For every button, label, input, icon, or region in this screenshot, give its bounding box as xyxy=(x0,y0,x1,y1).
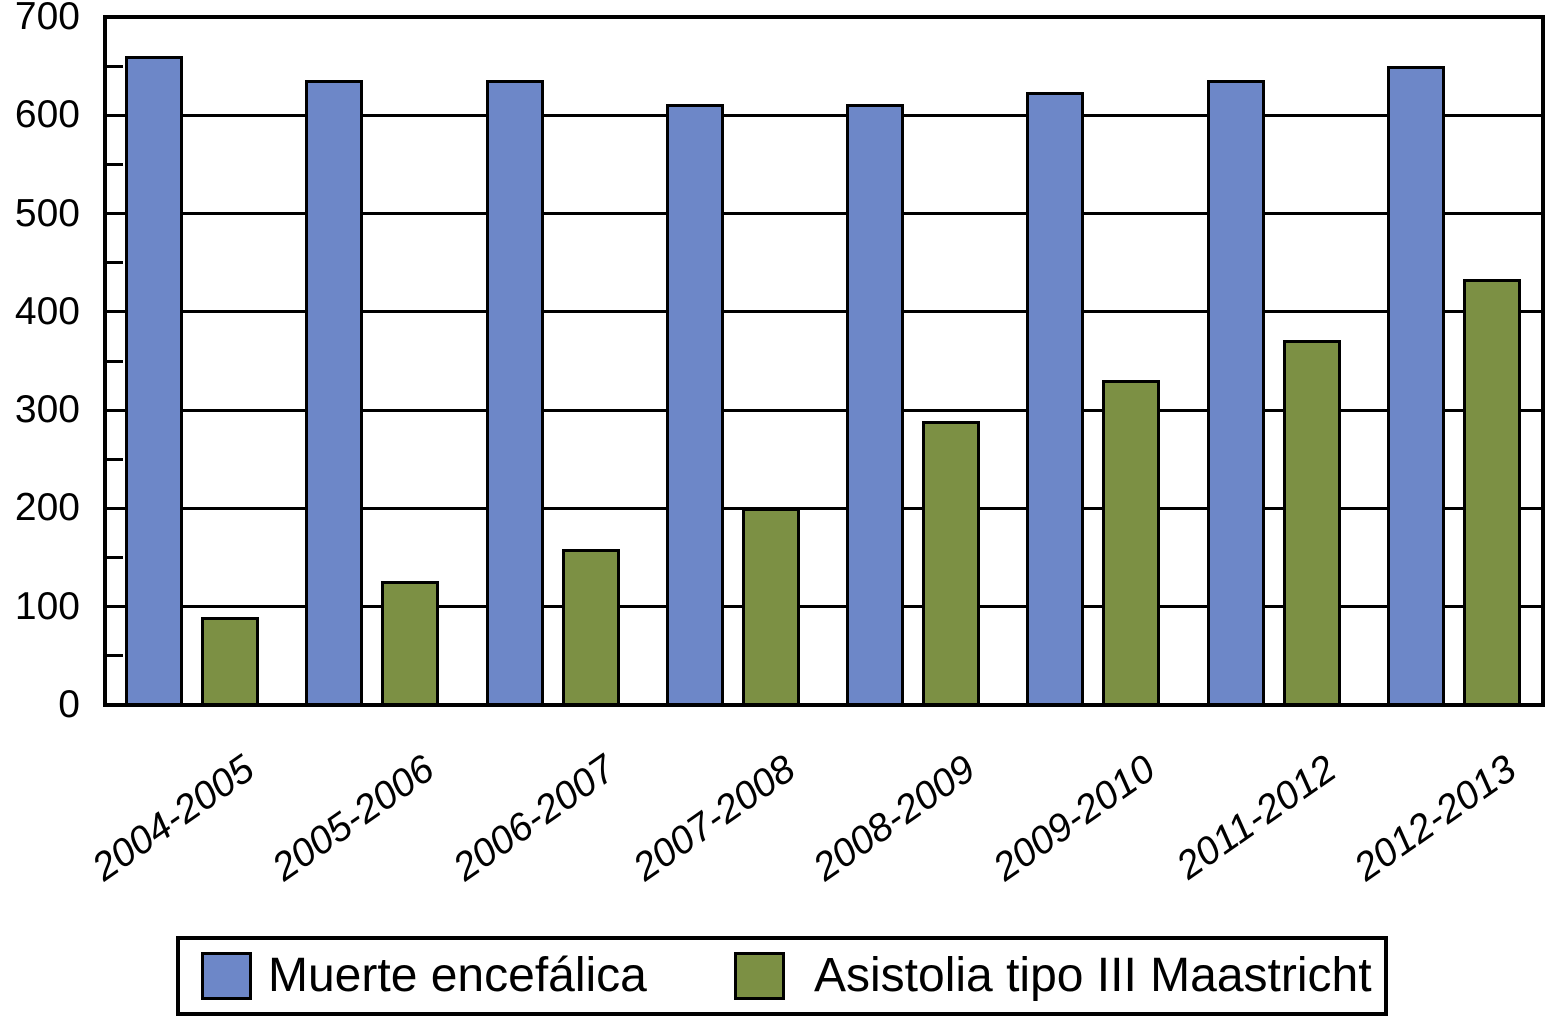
y-axis-tick-label-300: 300 xyxy=(14,388,80,432)
y-axis-tick-label-700: 700 xyxy=(14,0,80,38)
y-axis-tick-label-400: 400 xyxy=(14,289,80,333)
legend: Muerte encefálica Asistolia tipo III Maa… xyxy=(176,936,1388,1016)
bar-muerte-encefalica-2008-2009 xyxy=(846,104,904,707)
bar-asistolia-2012-2013 xyxy=(1462,279,1521,707)
legend-swatch-asistolia xyxy=(734,952,785,1000)
legend-label-asistolia: Asistolia tipo III Maastricht xyxy=(814,949,1372,1002)
bar-muerte-encefalica-2005-2006 xyxy=(305,79,364,707)
y-minor-tick-650 xyxy=(107,64,123,68)
y-minor-tick-550 xyxy=(107,162,123,166)
bar-asistolia-2004-2005 xyxy=(201,616,259,707)
h-gridline-500 xyxy=(107,212,1541,216)
y-axis-tick-label-500: 500 xyxy=(14,191,80,235)
y-axis-tick-label-600: 600 xyxy=(14,93,80,137)
bar-asistolia-2005-2006 xyxy=(381,581,440,707)
h-gridline-600 xyxy=(107,113,1541,117)
h-gridline-400 xyxy=(107,310,1541,314)
y-minor-tick-450 xyxy=(107,261,123,265)
h-gridline-100 xyxy=(107,605,1541,609)
bar-asistolia-2006-2007 xyxy=(561,548,620,707)
bar-asistolia-2009-2010 xyxy=(1102,379,1161,707)
bar-asistolia-2007-2008 xyxy=(741,508,800,707)
y-minor-tick-350 xyxy=(107,359,123,363)
bar-muerte-encefalica-2009-2010 xyxy=(1026,91,1085,707)
y-axis-tick-label-0: 0 xyxy=(58,683,80,726)
legend-swatch-muerte-encefalica xyxy=(201,952,252,1000)
y-axis-tick-label-200: 200 xyxy=(14,486,80,530)
bar-muerte-encefalica-2004-2005 xyxy=(125,56,183,707)
y-minor-tick-150 xyxy=(107,556,123,560)
y-minor-tick-50 xyxy=(107,654,123,658)
bar-asistolia-2011-2012 xyxy=(1282,340,1341,707)
y-minor-tick-250 xyxy=(107,457,123,461)
bar-muerte-encefalica-2012-2013 xyxy=(1386,66,1445,707)
bar-muerte-encefalica-2006-2007 xyxy=(485,79,544,707)
h-gridline-200 xyxy=(107,506,1541,510)
bar-muerte-encefalica-2011-2012 xyxy=(1206,79,1265,707)
bar-asistolia-2008-2009 xyxy=(922,420,980,707)
h-gridline-300 xyxy=(107,408,1541,412)
bar-muerte-encefalica-2007-2008 xyxy=(665,104,724,707)
y-axis-tick-label-100: 100 xyxy=(14,584,80,628)
legend-label-muerte-encefalica: Muerte encefálica xyxy=(268,949,647,1002)
